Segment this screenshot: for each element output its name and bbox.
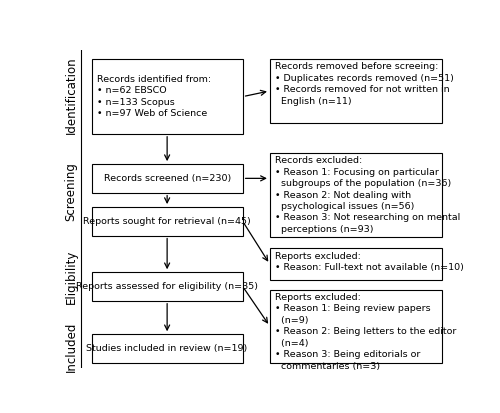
Text: Reports assessed for eligibility (n=35): Reports assessed for eligibility (n=35) <box>76 282 258 291</box>
FancyBboxPatch shape <box>92 164 242 192</box>
Text: Screening: Screening <box>64 161 78 221</box>
Text: Records screened (n=230): Records screened (n=230) <box>104 174 231 183</box>
Text: Records identified from:
• n=62 EBSCO
• n=133 Scopus
• n=97 Web of Science: Records identified from: • n=62 EBSCO • … <box>96 75 210 118</box>
FancyBboxPatch shape <box>270 59 442 123</box>
Text: Identification: Identification <box>64 57 78 135</box>
FancyBboxPatch shape <box>270 153 442 237</box>
Text: Reports sought for retrieval (n=45): Reports sought for retrieval (n=45) <box>83 217 251 226</box>
Text: Reports excluded:
• Reason: Full-text not available (n=10): Reports excluded: • Reason: Full-text no… <box>275 252 464 272</box>
FancyBboxPatch shape <box>92 59 242 134</box>
FancyBboxPatch shape <box>270 290 442 363</box>
FancyBboxPatch shape <box>270 248 442 280</box>
FancyBboxPatch shape <box>92 334 242 363</box>
Text: Records removed before screeing:
• Duplicates records removed (n=51)
• Records r: Records removed before screeing: • Dupli… <box>275 62 454 106</box>
FancyBboxPatch shape <box>92 207 242 235</box>
Text: Reports excluded:
• Reason 1: Being review papers
  (n=9)
• Reason 2: Being lett: Reports excluded: • Reason 1: Being revi… <box>275 293 456 370</box>
Text: Eligibility: Eligibility <box>64 250 78 304</box>
Text: Studies included in review (n=19): Studies included in review (n=19) <box>86 344 248 353</box>
Text: Records excluded:
• Reason 1: Focusing on particular
  subgroups of the populati: Records excluded: • Reason 1: Focusing o… <box>275 156 460 234</box>
FancyBboxPatch shape <box>92 272 242 301</box>
Text: Included: Included <box>64 322 78 372</box>
